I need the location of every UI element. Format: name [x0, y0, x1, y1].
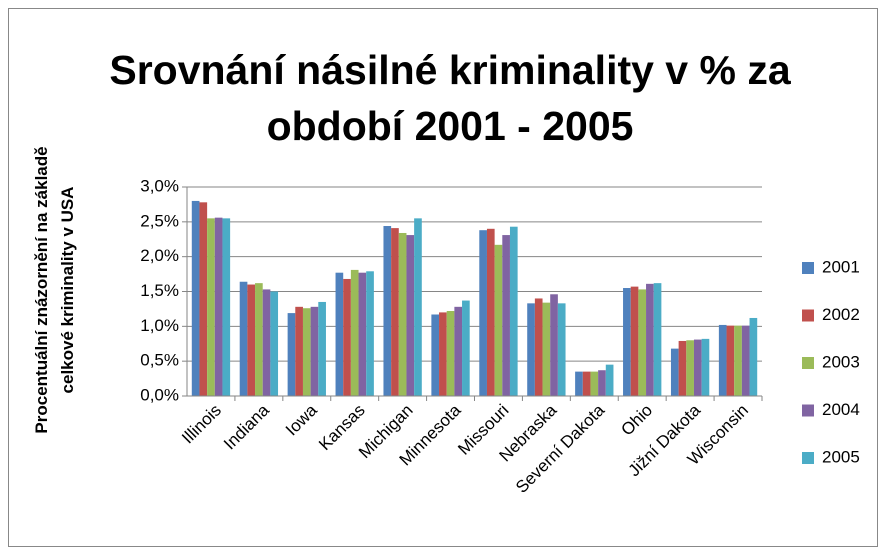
bar [693, 339, 702, 396]
bar [726, 325, 735, 396]
bar [199, 202, 208, 396]
bar [287, 313, 296, 396]
legend-swatch [802, 452, 814, 464]
bar [462, 300, 470, 396]
x-tick-label: Severní Dakota [512, 400, 609, 497]
bar [575, 371, 583, 396]
bar [701, 338, 710, 396]
y-tick-label: 1,5% [140, 281, 179, 300]
y-tick-label: 0,5% [140, 351, 179, 370]
bar [557, 303, 566, 396]
bar [335, 272, 344, 396]
legend-label: 2003 [822, 352, 860, 371]
bar [262, 289, 271, 396]
bar [646, 283, 654, 396]
bar [214, 217, 223, 396]
legend-swatch [802, 404, 814, 417]
bar [302, 308, 311, 396]
bar [318, 301, 326, 396]
legend-label: 2005 [822, 447, 860, 466]
bar [494, 244, 503, 396]
bar [670, 348, 679, 396]
legend-swatch [802, 357, 814, 369]
bar [454, 306, 463, 396]
bar [479, 230, 487, 396]
bar [383, 226, 392, 396]
bar [686, 340, 694, 396]
chart-title: Srovnání násilné kriminality v % za obdo… [109, 47, 791, 149]
bar [406, 235, 415, 396]
bar [527, 303, 535, 396]
bar [718, 324, 727, 396]
chart-border [8, 8, 878, 547]
bar [366, 271, 374, 396]
bar [295, 306, 303, 396]
bar [749, 317, 758, 396]
bar [550, 294, 558, 396]
bar [741, 325, 750, 396]
legend-label: 2004 [822, 400, 860, 419]
x-tick-label: Ohio [617, 401, 656, 440]
bar [502, 235, 510, 396]
bar [391, 228, 399, 396]
bar [398, 232, 407, 396]
bar [431, 314, 440, 396]
bar [222, 218, 231, 396]
bar [414, 218, 422, 396]
x-tick-label: Illinois [178, 401, 225, 448]
bar [509, 226, 518, 396]
y-tick-label: 2,5% [140, 211, 179, 230]
bar [191, 200, 200, 396]
bar [486, 228, 495, 396]
bar [350, 269, 359, 396]
bar [358, 272, 367, 396]
legend-label: 2002 [822, 305, 860, 324]
bar [534, 298, 543, 396]
bar [270, 291, 279, 396]
bar [598, 370, 606, 396]
bar [343, 278, 351, 396]
bar [446, 311, 455, 396]
bar [590, 371, 599, 396]
bar [542, 302, 551, 396]
y-tick-label: 2,0% [140, 246, 179, 265]
legend-label: 2001 [822, 257, 860, 276]
bar [605, 364, 614, 396]
bar [678, 340, 687, 396]
bar [630, 286, 639, 396]
bar [582, 371, 591, 396]
bar [439, 312, 447, 396]
bar [247, 284, 256, 396]
y-tick-label: 0,0% [140, 385, 179, 404]
bar [255, 283, 263, 396]
bar [623, 288, 631, 396]
y-tick-label: 3,0% [140, 176, 179, 195]
bar [239, 281, 248, 396]
bar [653, 283, 662, 396]
bar [638, 289, 647, 396]
x-tick-label: Indiana [220, 400, 273, 453]
bar [734, 325, 742, 396]
legend-swatch [802, 262, 814, 274]
bar [310, 306, 319, 396]
legend-swatch [802, 309, 814, 322]
x-tick-label: Iowa [282, 400, 321, 439]
y-tick-label: 1,0% [140, 316, 179, 335]
bar [207, 218, 215, 396]
